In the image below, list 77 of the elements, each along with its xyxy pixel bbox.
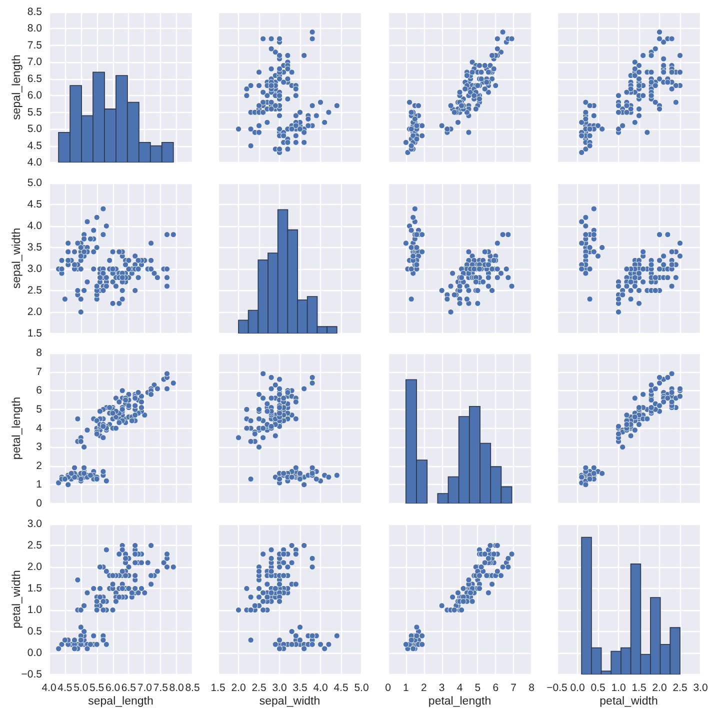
y-tick-label: 0 <box>36 498 42 510</box>
x-tick-label: 4 <box>456 682 462 694</box>
y-tick-label: 8.5 <box>27 6 42 18</box>
y-tick-label: 4.5 <box>27 198 42 210</box>
x-tick-label: 0.5 <box>590 682 606 694</box>
x-tick-label: 1 <box>402 682 409 694</box>
y-tick-label: 7.5 <box>27 39 42 52</box>
y-axis-title: petal_length <box>11 397 23 460</box>
y-tick-label: 1.5 <box>27 582 42 595</box>
x-tick-label: 2.5 <box>252 682 267 694</box>
y-tick-label: 2.0 <box>27 561 42 574</box>
x-tick-label: 3 <box>438 682 444 694</box>
y-tick-label: 5.0 <box>27 176 42 189</box>
x-tick-label: 1.0 <box>611 682 626 694</box>
y-tick-label: 2.0 <box>27 306 42 318</box>
x-axis-title: petal_length <box>428 696 491 708</box>
y-tick-label: 3 <box>36 441 42 454</box>
x-tick-label: 0.0 <box>570 682 585 694</box>
y-tick-label: 6.5 <box>27 72 42 85</box>
x-tick-label: 4.5 <box>334 682 349 694</box>
y-tick-label: 8 <box>36 347 42 360</box>
x-tick-label: 7.5 <box>153 682 168 694</box>
y-tick-label: 4 <box>36 422 42 435</box>
y-axis-title: petal_width <box>11 570 23 628</box>
y-tick-label: 3.5 <box>27 241 42 254</box>
y-tick-label: 7.0 <box>27 56 42 68</box>
y-tick-label: 0.5 <box>27 626 42 638</box>
y-tick-label: 6.0 <box>27 90 42 102</box>
y-tick-label: 2 <box>36 460 42 472</box>
x-tick-label: 2.5 <box>672 682 688 694</box>
y-tick-label: 5 <box>36 404 42 416</box>
x-tick-label: 7.0 <box>137 682 152 694</box>
x-tick-label: 3.0 <box>272 682 288 694</box>
y-tick-label: 2.5 <box>27 284 42 296</box>
x-tick-label: 8.5 <box>185 682 200 694</box>
x-tick-label: 4.5 <box>58 682 72 694</box>
y-tick-label: 5.0 <box>27 123 42 136</box>
x-tick-label: 5.5 <box>90 682 104 694</box>
x-tick-label: 6.5 <box>121 682 136 694</box>
y-tick-label: 2.5 <box>27 540 42 552</box>
x-tick-label: 7 <box>510 682 516 694</box>
y-tick-label: 1.5 <box>27 327 42 340</box>
x-tick-label: 8 <box>528 682 534 694</box>
x-axis-title: petal_width <box>600 696 658 708</box>
x-tick-label: 2.0 <box>231 682 246 694</box>
y-tick-label: 1.0 <box>27 604 42 616</box>
y-tick-label: 3.0 <box>27 518 42 530</box>
y-tick-label: 4.0 <box>27 220 42 232</box>
x-axis-title: sepal_width <box>260 696 320 708</box>
y-tick-label: 7 <box>36 366 42 378</box>
x-tick-label: 0 <box>384 682 391 694</box>
x-tick-label: 2 <box>420 682 427 694</box>
x-tick-label: 3.5 <box>292 682 308 694</box>
x-axis-title: sepal_length <box>88 696 154 708</box>
y-tick-label: −0.5 <box>21 668 42 681</box>
y-tick-label: 4.0 <box>27 156 42 168</box>
x-tick-label: 5 <box>474 682 480 694</box>
x-tick-label: 1.5 <box>210 682 226 694</box>
y-axis-title: sepal_length <box>11 54 23 120</box>
x-tick-label: 5.0 <box>74 682 88 694</box>
y-tick-label: 3.0 <box>27 262 42 275</box>
x-tick-label: 6.0 <box>105 682 120 694</box>
y-tick-label: 0.0 <box>27 647 42 660</box>
y-tick-label: 5.5 <box>27 106 42 118</box>
y-tick-label: 6 <box>36 385 42 398</box>
x-tick-label: 2.0 <box>652 682 667 694</box>
y-tick-label: 8.0 <box>27 22 42 35</box>
x-tick-label: 6 <box>492 682 498 694</box>
y-axis-title: sepal_width <box>11 228 23 288</box>
x-tick-label: 4.0 <box>313 682 328 694</box>
x-tick-label: −0.5 <box>546 682 568 694</box>
x-tick-label: 8.0 <box>169 682 184 694</box>
x-tick-label: 3.0 <box>693 682 708 694</box>
x-tick-label: 1.5 <box>632 682 646 694</box>
x-tick-label: 5.0 <box>354 682 370 694</box>
y-tick-label: 1 <box>36 479 42 492</box>
y-tick-label: 4.5 <box>27 140 42 152</box>
